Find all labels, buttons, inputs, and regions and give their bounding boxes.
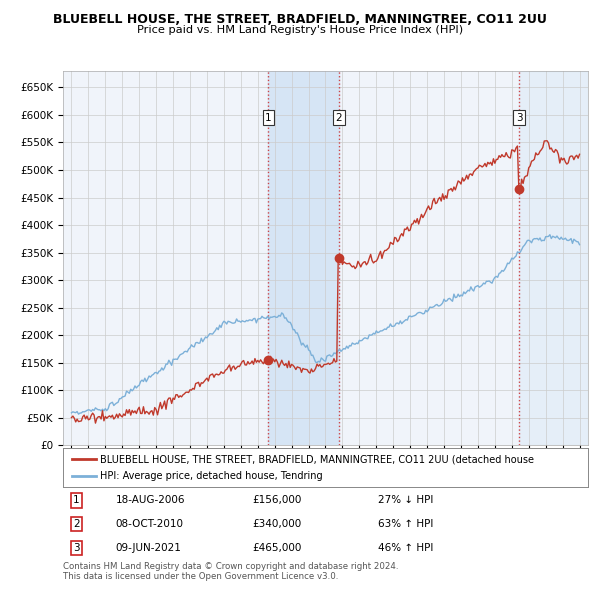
Text: £156,000: £156,000	[252, 496, 301, 506]
Text: £340,000: £340,000	[252, 519, 301, 529]
Text: Price paid vs. HM Land Registry's House Price Index (HPI): Price paid vs. HM Land Registry's House …	[137, 25, 463, 35]
Text: 1: 1	[73, 496, 79, 506]
Text: £465,000: £465,000	[252, 543, 301, 553]
Text: Contains HM Land Registry data © Crown copyright and database right 2024.
This d: Contains HM Land Registry data © Crown c…	[63, 562, 398, 581]
Text: BLUEBELL HOUSE, THE STREET, BRADFIELD, MANNINGTREE, CO11 2UU (detached house: BLUEBELL HOUSE, THE STREET, BRADFIELD, M…	[100, 454, 534, 464]
Text: 08-OCT-2010: 08-OCT-2010	[115, 519, 184, 529]
Text: BLUEBELL HOUSE, THE STREET, BRADFIELD, MANNINGTREE, CO11 2UU: BLUEBELL HOUSE, THE STREET, BRADFIELD, M…	[53, 13, 547, 26]
Text: 27% ↓ HPI: 27% ↓ HPI	[378, 496, 433, 506]
Bar	[268, 71, 339, 445]
Text: HPI: Average price, detached house, Tendring: HPI: Average price, detached house, Tend…	[100, 471, 322, 481]
Bar	[519, 71, 588, 445]
Text: 1: 1	[265, 113, 272, 123]
Text: 18-AUG-2006: 18-AUG-2006	[115, 496, 185, 506]
Text: 3: 3	[516, 113, 523, 123]
Text: 2: 2	[335, 113, 342, 123]
Text: 09-JUN-2021: 09-JUN-2021	[115, 543, 181, 553]
Text: 63% ↑ HPI: 63% ↑ HPI	[378, 519, 433, 529]
Text: 46% ↑ HPI: 46% ↑ HPI	[378, 543, 433, 553]
Text: 3: 3	[73, 543, 79, 553]
Text: 2: 2	[73, 519, 79, 529]
